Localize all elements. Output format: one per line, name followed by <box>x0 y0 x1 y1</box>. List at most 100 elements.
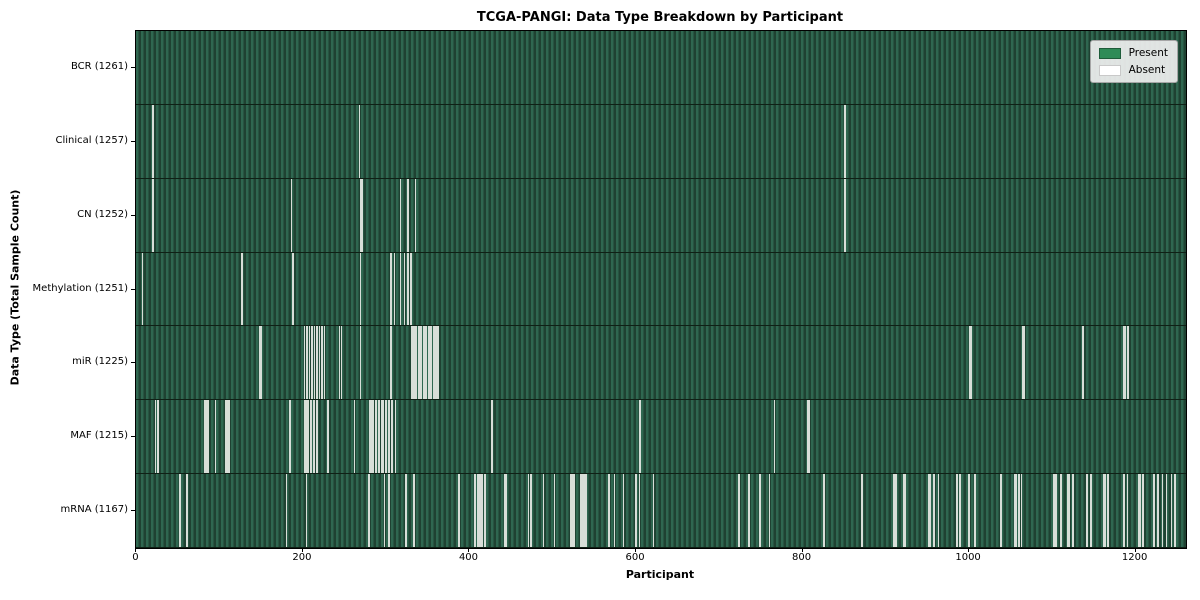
absent-mark <box>1123 474 1125 547</box>
absent-mark <box>968 474 970 547</box>
absent-mark <box>585 474 587 547</box>
absent-mark <box>894 474 896 547</box>
absent-mark <box>1126 474 1129 547</box>
absent-mark <box>481 474 483 547</box>
absent-mark <box>1089 474 1092 547</box>
absent-mark <box>288 400 291 474</box>
absent-mark <box>1055 474 1058 547</box>
absent-mark <box>1072 474 1075 547</box>
absent-mark <box>353 400 356 474</box>
absent-mark <box>583 474 586 547</box>
absent-mark <box>292 252 294 326</box>
absent-mark <box>1053 474 1055 547</box>
absent-mark <box>1123 326 1125 400</box>
absent-mark <box>412 326 415 400</box>
absent-mark <box>310 400 313 474</box>
absent-mark <box>152 178 154 252</box>
absent-swatch-icon <box>1098 64 1121 76</box>
y-tick-label-cn: CN (1252) <box>77 208 128 220</box>
absent-mark <box>307 400 309 474</box>
absent-mark <box>483 474 486 547</box>
absent-mark <box>260 326 263 400</box>
absent-mark <box>527 474 530 547</box>
x-tick-label-600: 600 <box>625 552 645 563</box>
y-tick-mark <box>131 140 135 142</box>
absent-mark <box>1107 474 1110 547</box>
absent-mark <box>933 474 935 547</box>
absent-mark <box>382 400 384 474</box>
heatmap-row-methylation <box>136 252 1186 327</box>
y-tick-mark <box>131 214 135 216</box>
x-tick-label-1000: 1000 <box>955 552 981 563</box>
absent-mark <box>582 474 585 547</box>
absent-mark <box>214 400 217 474</box>
absent-mark <box>338 326 341 400</box>
absent-mark <box>151 178 154 252</box>
absent-mark <box>435 326 438 400</box>
absent-mark <box>205 400 208 474</box>
absent-mark <box>1015 474 1017 547</box>
absent-mark <box>141 252 144 326</box>
absent-mark <box>420 326 423 400</box>
y-tick-mark <box>131 362 135 364</box>
absent-mark <box>738 474 741 547</box>
absent-mark <box>427 326 430 400</box>
absent-mark <box>491 400 493 474</box>
absent-mark <box>1161 474 1164 547</box>
absent-mark <box>542 474 545 547</box>
absent-mark <box>387 474 390 547</box>
absent-mark <box>387 400 390 474</box>
absent-mark <box>316 326 318 400</box>
absent-mark <box>178 474 181 547</box>
absent-mark <box>480 474 483 547</box>
absent-mark <box>457 474 460 547</box>
absent-mark <box>306 326 308 400</box>
absent-mark <box>390 252 393 326</box>
absent-mark <box>553 474 556 547</box>
absent-mark <box>969 326 971 400</box>
absent-mark <box>371 400 373 474</box>
absent-mark <box>378 400 380 474</box>
absent-mark <box>313 326 316 400</box>
absent-mark <box>311 326 313 400</box>
absent-mark <box>503 474 506 547</box>
absent-mark <box>361 178 363 252</box>
absent-mark <box>415 326 418 400</box>
absent-mark <box>1059 474 1062 547</box>
absent-mark <box>1068 474 1070 547</box>
absent-mark <box>477 474 479 547</box>
absent-mark <box>967 474 970 547</box>
x-tick-label-1200: 1200 <box>1121 552 1148 563</box>
y-tick-mark <box>131 510 135 512</box>
present-swatch-icon <box>1098 47 1121 59</box>
absent-mark <box>410 252 413 326</box>
legend-label-absent: Absent <box>1128 64 1166 76</box>
absent-mark <box>773 400 776 474</box>
absent-mark <box>368 474 370 547</box>
absent-mark <box>758 474 761 547</box>
absent-mark <box>484 474 487 547</box>
y-tick-label-mrna: mRNA (1167) <box>60 504 128 516</box>
absent-mark <box>359 178 362 252</box>
absent-mark <box>1174 474 1176 547</box>
absent-mark <box>375 400 378 474</box>
x-tick-mark <box>968 548 970 552</box>
y-tick-mark <box>131 288 135 290</box>
absent-mark <box>306 400 308 474</box>
absent-mark <box>970 326 973 400</box>
legend: Present Absent <box>1089 40 1178 83</box>
absent-mark <box>411 326 413 400</box>
absent-mark <box>860 474 863 547</box>
absent-mark <box>303 326 306 400</box>
absent-mark <box>1126 326 1129 400</box>
absent-mark <box>412 474 415 547</box>
absent-mark <box>154 400 157 474</box>
absent-mark <box>959 474 961 547</box>
heatmap-row-bcr <box>136 31 1186 105</box>
absent-mark <box>290 178 293 252</box>
absent-mark <box>1139 474 1141 547</box>
absent-mark <box>388 400 391 474</box>
absent-mark <box>407 178 409 252</box>
chart-title: TCGA-PANGI: Data Type Breakdown by Parti… <box>476 10 844 25</box>
absent-mark <box>225 400 228 474</box>
